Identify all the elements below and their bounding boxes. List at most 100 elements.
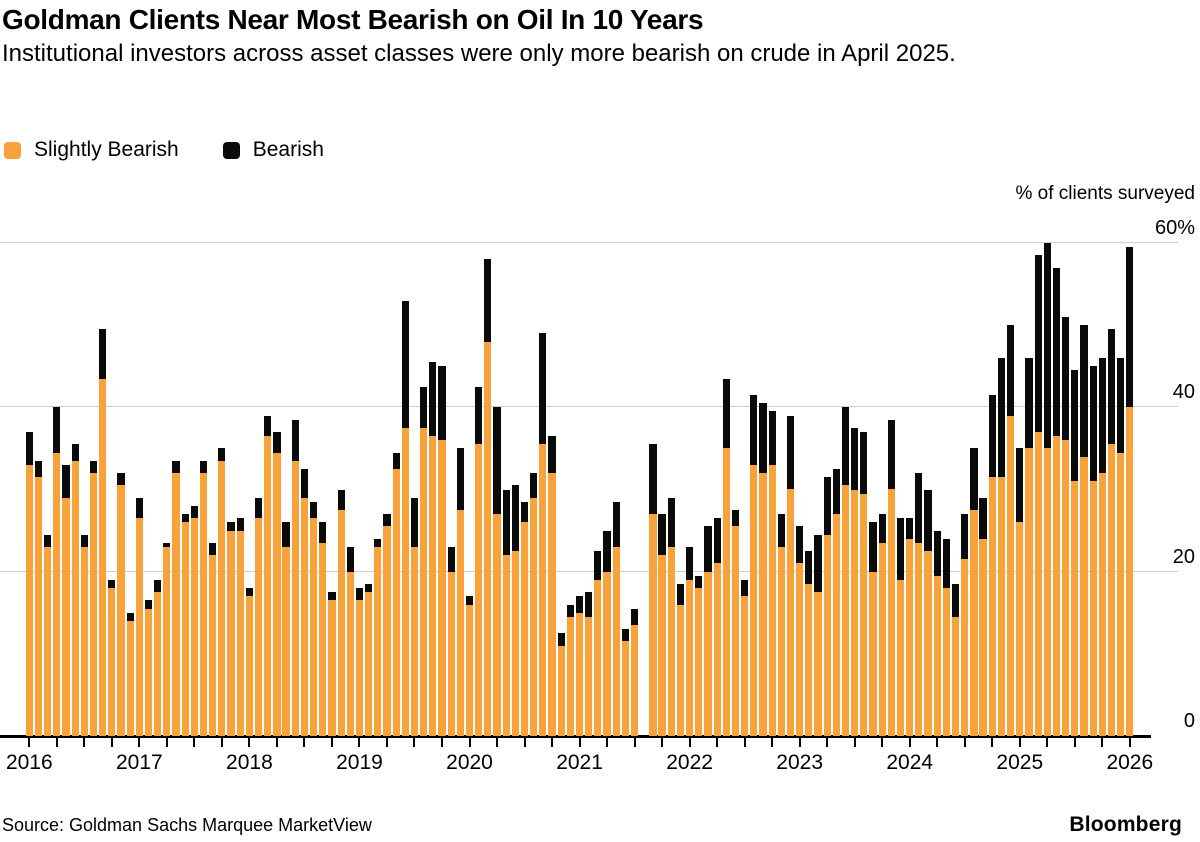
bearish-segment xyxy=(575,596,584,613)
bar-2016-03 xyxy=(44,534,52,736)
slightly-bearish-segment xyxy=(218,460,226,736)
slightly-bearish-segment xyxy=(942,588,950,736)
x-tick xyxy=(578,738,581,747)
x-tick-label-2019: 2019 xyxy=(336,751,383,774)
slightly-bearish-segment xyxy=(667,547,675,736)
slightly-bearish-segment xyxy=(924,551,932,736)
bearish-segment xyxy=(493,407,501,515)
chart-subtitle: Institutional investors across asset cla… xyxy=(2,40,956,67)
bar-2018-08 xyxy=(310,501,318,736)
bar-2019-11 xyxy=(447,547,455,736)
bar-2025-01 xyxy=(1016,448,1024,736)
x-tick xyxy=(385,738,388,747)
bar-2017-08 xyxy=(199,460,208,736)
slightly-bearish-segment xyxy=(1034,431,1042,736)
slightly-bearish-segment xyxy=(841,485,850,736)
bar-2016-01 xyxy=(25,431,33,736)
bar-2020-02 xyxy=(475,386,483,736)
bearish-segment xyxy=(355,588,364,601)
slightly-bearish-segment xyxy=(163,547,171,736)
bearish-segment xyxy=(34,460,43,478)
bar-2025-06 xyxy=(1062,316,1070,736)
bearish-segment xyxy=(915,473,923,543)
bar-2018-04 xyxy=(273,431,281,736)
x-tick xyxy=(936,738,939,747)
bar-2024-12 xyxy=(1006,325,1015,736)
slightly-bearish-segment xyxy=(630,625,639,736)
slightly-bearish-segment xyxy=(676,604,685,736)
bar-2025-11 xyxy=(1107,329,1116,736)
bearish-segment xyxy=(906,518,914,539)
x-tick-label-2017: 2017 xyxy=(115,751,163,774)
bearish-segment xyxy=(319,522,327,543)
bar-2016-12 xyxy=(126,612,134,736)
slightly-bearish-segment xyxy=(1062,440,1070,736)
bar-2024-07 xyxy=(961,514,969,736)
bar-2024-11 xyxy=(997,358,1005,736)
slightly-bearish-segment xyxy=(713,563,721,736)
bar-2024-04 xyxy=(933,530,941,736)
bearish-segment xyxy=(456,448,464,511)
slightly-bearish-segment xyxy=(209,555,217,736)
bearish-segment xyxy=(1117,358,1125,453)
bearish-segment xyxy=(878,514,886,543)
bearish-segment xyxy=(1006,325,1015,416)
bar-2018-05 xyxy=(282,522,290,736)
x-tick-label-2024: 2024 xyxy=(886,751,934,774)
bar-2022-11 xyxy=(777,514,785,736)
bearish-segment xyxy=(566,604,574,617)
bar-2019-09 xyxy=(429,362,437,736)
bar-2022-08 xyxy=(750,395,758,736)
bearish-segment xyxy=(621,629,629,642)
y-axis-title: % of clients surveyed xyxy=(1015,183,1195,204)
x-tick xyxy=(716,738,719,747)
bar-2023-04 xyxy=(823,477,831,736)
bearish-segment xyxy=(447,547,455,572)
x-tick xyxy=(908,738,911,747)
bearish-segment xyxy=(365,583,373,593)
bearish-segment xyxy=(814,534,822,593)
slightly-bearish-segment xyxy=(264,436,272,736)
bar-2016-04 xyxy=(53,407,61,736)
slightly-bearish-segment xyxy=(557,645,565,736)
bearish-segment xyxy=(144,600,153,609)
bar-2025-03 xyxy=(1034,255,1042,736)
bar-2018-01 xyxy=(245,588,253,736)
slightly-bearish-segment xyxy=(814,592,822,736)
bearish-segment xyxy=(896,518,905,580)
slightly-bearish-segment xyxy=(62,497,70,736)
slightly-bearish-segment xyxy=(71,460,79,736)
bearish-segment xyxy=(686,547,694,580)
bearish-segment xyxy=(502,489,510,556)
slightly-bearish-segment xyxy=(1098,473,1106,736)
gridline-20 xyxy=(0,570,1178,572)
bar-2019-08 xyxy=(420,386,428,736)
bar-2025-07 xyxy=(1071,370,1079,736)
bar-2023-05 xyxy=(832,468,840,736)
bar-2024-06 xyxy=(951,583,960,736)
bar-2020-05 xyxy=(502,489,510,736)
bearish-segment xyxy=(135,497,143,519)
y-tick-label-20: 20 xyxy=(1172,545,1195,568)
bar-2021-06 xyxy=(621,629,629,736)
slightly-bearish-segment xyxy=(135,518,143,736)
x-tick xyxy=(28,738,31,747)
x-tick xyxy=(661,738,664,747)
slightly-bearish-segment xyxy=(961,559,969,736)
x-tick-label-2023: 2023 xyxy=(776,751,824,774)
slightly-bearish-segment xyxy=(741,596,749,736)
bearish-segment xyxy=(612,501,620,547)
bearish-segment xyxy=(264,415,272,437)
x-tick xyxy=(1128,738,1131,747)
x-tick xyxy=(1046,738,1049,747)
bar-2016-06 xyxy=(71,444,79,736)
x-tick xyxy=(606,738,609,747)
slightly-bearish-segment xyxy=(108,588,116,736)
bearish-segment xyxy=(933,530,941,576)
bar-2018-12 xyxy=(346,547,354,736)
legend-label: Slightly Bearish xyxy=(34,138,179,161)
slightly-bearish-segment xyxy=(970,510,978,736)
bar-2025-02 xyxy=(1025,358,1033,736)
x-tick xyxy=(633,738,636,747)
